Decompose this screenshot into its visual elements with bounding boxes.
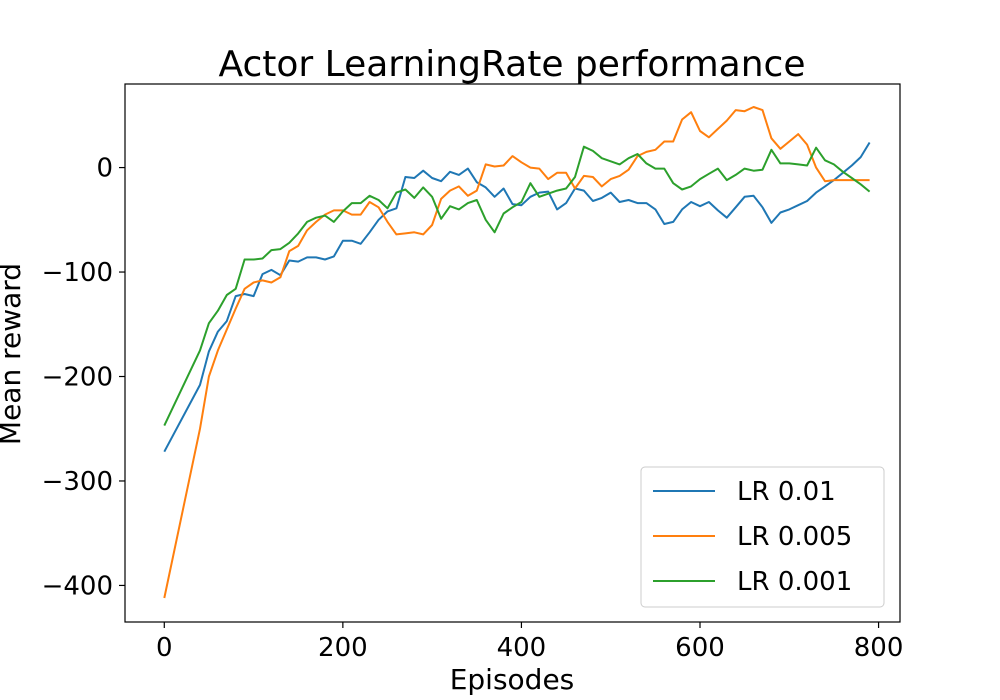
y-tick-label: −400: [42, 571, 113, 601]
plot-frame: [124, 83, 901, 623]
y-tick-label: −100: [42, 258, 113, 288]
y-tick-label: −300: [42, 467, 113, 497]
legend-label-3: LR 0.001: [737, 567, 852, 597]
x-tick-label: 400: [497, 633, 547, 663]
x-tick-label: 800: [854, 633, 904, 663]
y-tick-label: −200: [42, 363, 113, 393]
legend-label-2: LR 0.005: [737, 522, 852, 552]
series-line-2: [163, 106, 870, 599]
legend-box: [640, 466, 885, 608]
y-axis-label: Mean reward: [0, 263, 27, 445]
x-tick-label: 200: [318, 633, 368, 663]
chart-title: Actor LearningRate performance: [218, 44, 805, 85]
y-tick-label: 0: [96, 154, 113, 184]
plot-area: 0 200 400 600 800 0 −100 −200 −300 −400: [42, 83, 904, 663]
series-line-1: [163, 141, 871, 453]
x-axis-label: Episodes: [450, 663, 575, 696]
legend-label-1: LR 0.01: [737, 477, 836, 507]
legend: LR 0.01 LR 0.005 LR 0.001: [640, 466, 885, 608]
x-tick-label: 0: [156, 633, 173, 663]
x-tick-label: 600: [675, 633, 725, 663]
series-line-3: [163, 145, 871, 427]
